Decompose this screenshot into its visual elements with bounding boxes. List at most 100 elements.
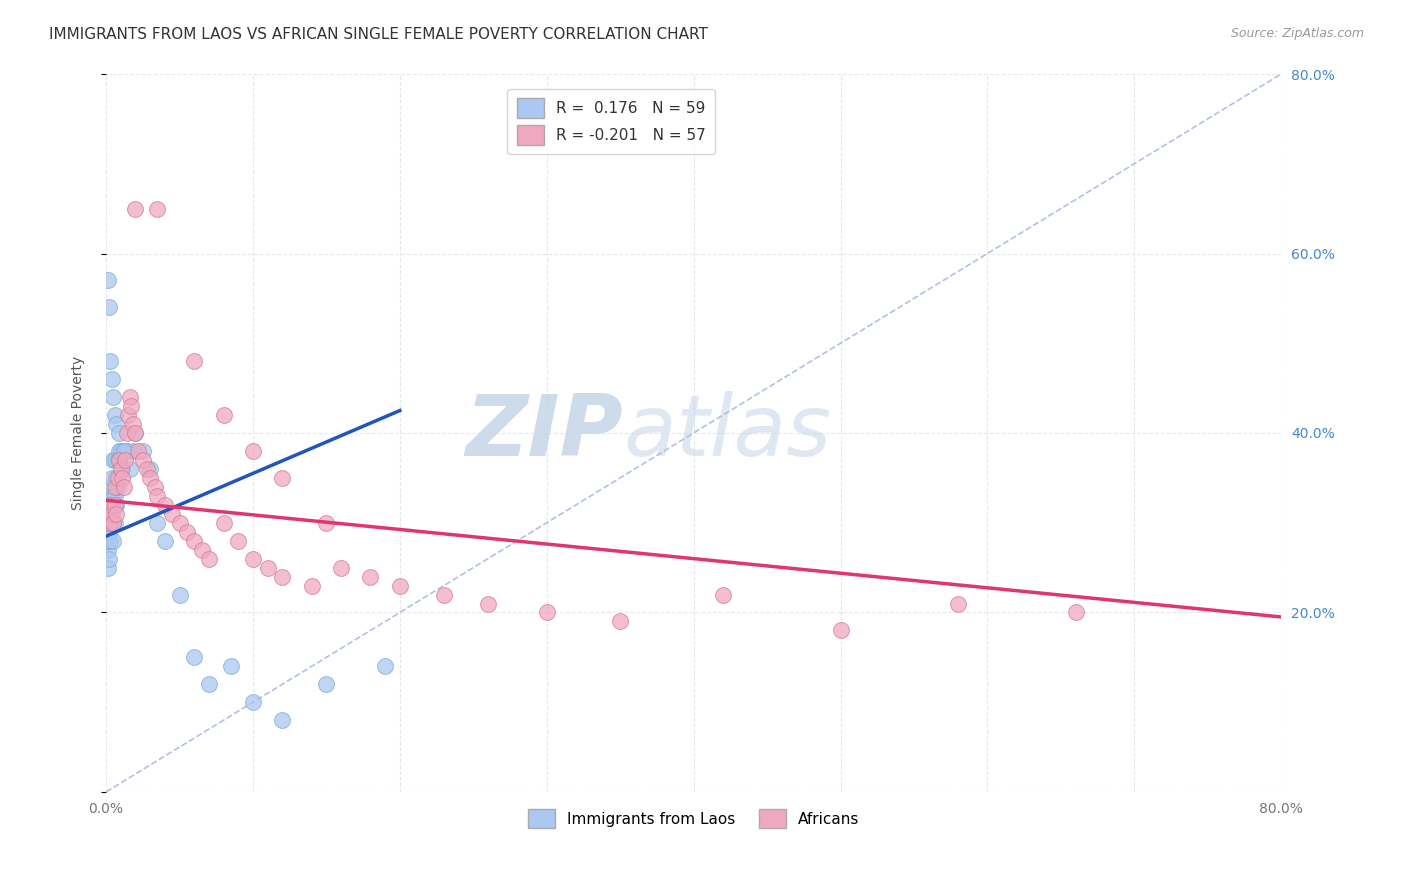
Point [120,399,142,413]
Point [100,480,122,494]
Point [100,533,122,548]
Point [226,533,249,548]
Point [105,471,128,485]
Point [100,354,122,368]
Point [118,462,141,476]
Point [101,471,124,485]
Point [301,578,323,592]
Point [124,425,146,440]
Point [96,273,118,287]
Point [107,471,129,485]
Point [98,551,121,566]
Point [433,588,456,602]
Point [153,533,176,548]
Point [830,624,852,638]
Point [256,560,278,574]
Point [105,507,128,521]
Point [124,425,146,440]
Point [104,480,127,494]
Point [107,453,129,467]
Point [1064,606,1087,620]
Point [112,480,135,494]
Point [101,498,124,512]
Point [146,489,169,503]
Point [183,650,205,665]
Point [98,507,121,521]
Point [242,444,264,458]
Point [96,560,118,574]
Point [110,462,132,476]
Point [242,551,264,566]
Point [104,408,127,422]
Point [609,615,631,629]
Point [98,533,121,548]
Point [118,390,141,404]
Point [143,480,166,494]
Point [103,453,125,467]
Point [121,444,143,458]
Point [98,524,121,539]
Point [103,533,125,548]
Point [132,453,155,467]
Point [98,516,121,530]
Point [98,489,121,503]
Point [98,301,121,315]
Point [103,516,125,530]
Point [212,408,235,422]
Point [124,202,146,216]
Point [105,417,128,431]
Point [100,498,122,512]
Point [183,354,205,368]
Point [98,516,121,530]
Point [101,507,124,521]
Point [315,677,337,691]
Point [212,516,235,530]
Point [136,462,159,476]
Point [104,498,127,512]
Point [169,588,191,602]
Text: Source: ZipAtlas.com: Source: ZipAtlas.com [1230,27,1364,40]
Point [105,498,128,512]
Point [388,578,411,592]
Point [108,453,131,467]
Point [711,588,734,602]
Point [139,462,162,476]
Point [110,444,132,458]
Point [146,516,169,530]
Point [153,498,176,512]
Point [108,444,131,458]
Point [104,453,127,467]
Point [115,425,138,440]
Point [100,516,122,530]
Text: ZIP: ZIP [465,392,623,475]
Point [121,417,143,431]
Point [103,489,125,503]
Point [169,516,191,530]
Point [477,597,499,611]
Point [271,713,294,727]
Point [139,471,162,485]
Point [271,569,294,583]
Point [96,524,118,539]
Text: atlas: atlas [623,392,831,475]
Point [101,516,124,530]
Point [183,533,205,548]
Point [198,551,221,566]
Point [100,498,122,512]
Point [108,425,131,440]
Legend: Immigrants from Laos, Africans: Immigrants from Laos, Africans [522,803,866,835]
Point [98,498,121,512]
Point [127,444,149,458]
Point [96,507,118,521]
Y-axis label: Single Female Poverty: Single Female Poverty [72,356,86,510]
Point [242,695,264,709]
Point [198,677,221,691]
Point [132,444,155,458]
Point [111,471,134,485]
Point [115,444,138,458]
Point [112,444,135,458]
Point [219,659,242,673]
Point [315,516,337,530]
Point [190,542,212,557]
Point [96,533,118,548]
